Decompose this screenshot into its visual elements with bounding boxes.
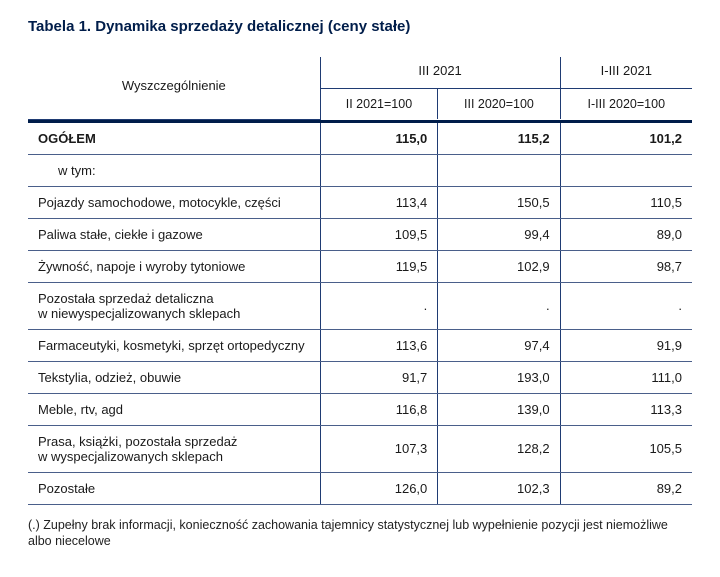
table-row: Pozostała sprzedaż detalicznaw niewyspec… xyxy=(28,282,692,329)
row-label: Farmaceutyki, kosmetyki, sprzęt ortopedy… xyxy=(28,329,320,361)
data-table: Wyszczególnienie III 2021 I-III 2021 II … xyxy=(28,57,692,505)
table-row: Tekstylia, odzież, obuwie91,7193,0111,0 xyxy=(28,361,692,393)
row-value: 107,3 xyxy=(320,425,438,472)
row-value: 119,5 xyxy=(320,250,438,282)
row-label: Meble, rtv, agd xyxy=(28,393,320,425)
row-label: Żywność, napoje i wyroby tytoniowe xyxy=(28,250,320,282)
row-value: . xyxy=(320,282,438,329)
row-value: 113,4 xyxy=(320,186,438,218)
row-value: 91,9 xyxy=(560,329,692,361)
row-label: Pozostałe xyxy=(28,472,320,504)
row-label: Tekstylia, odzież, obuwie xyxy=(28,361,320,393)
table-row: Pojazdy samochodowe, motocykle, części11… xyxy=(28,186,692,218)
row-value: 128,2 xyxy=(438,425,560,472)
row-label: w tym: xyxy=(28,154,320,186)
row-value: 139,0 xyxy=(438,393,560,425)
row-label: OGÓŁEM xyxy=(28,121,320,154)
table-row: w tym: xyxy=(28,154,692,186)
row-label: Paliwa stałe, ciekłe i gazowe xyxy=(28,218,320,250)
row-value: 110,5 xyxy=(560,186,692,218)
row-value: 101,2 xyxy=(560,121,692,154)
row-value: 150,5 xyxy=(438,186,560,218)
header-group-1: III 2021 xyxy=(320,57,560,89)
row-label: Pojazdy samochodowe, motocykle, części xyxy=(28,186,320,218)
row-value: 99,4 xyxy=(438,218,560,250)
row-value: . xyxy=(560,282,692,329)
table-row: Meble, rtv, agd116,8139,0113,3 xyxy=(28,393,692,425)
row-value: 97,4 xyxy=(438,329,560,361)
table-row: Prasa, książki, pozostała sprzedaż w wys… xyxy=(28,425,692,472)
row-value: 105,5 xyxy=(560,425,692,472)
row-value xyxy=(560,154,692,186)
table-row: Żywność, napoje i wyroby tytoniowe119,51… xyxy=(28,250,692,282)
row-value: 113,3 xyxy=(560,393,692,425)
row-value: 193,0 xyxy=(438,361,560,393)
row-value: 115,0 xyxy=(320,121,438,154)
header-group-2: I-III 2021 xyxy=(560,57,692,89)
row-value: 91,7 xyxy=(320,361,438,393)
header-label: Wyszczególnienie xyxy=(28,57,320,119)
row-value: 102,3 xyxy=(438,472,560,504)
header-sub-1: II 2021=100 xyxy=(320,89,438,120)
header-sub-3: I-III 2020=100 xyxy=(560,89,692,120)
row-value xyxy=(320,154,438,186)
row-value xyxy=(438,154,560,186)
row-label: Prasa, książki, pozostała sprzedaż w wys… xyxy=(28,425,320,472)
row-value: 115,2 xyxy=(438,121,560,154)
row-value: 98,7 xyxy=(560,250,692,282)
row-value: 116,8 xyxy=(320,393,438,425)
table-title: Tabela 1. Dynamika sprzedaży detalicznej… xyxy=(28,18,692,35)
row-label: Pozostała sprzedaż detalicznaw niewyspec… xyxy=(28,282,320,329)
row-value: 111,0 xyxy=(560,361,692,393)
row-value: 102,9 xyxy=(438,250,560,282)
row-value: 89,0 xyxy=(560,218,692,250)
table-row: Pozostałe126,0102,389,2 xyxy=(28,472,692,504)
row-value: 113,6 xyxy=(320,329,438,361)
footnote: (.) Zupełny brak informacji, konieczność… xyxy=(28,517,692,551)
table-row: Farmaceutyki, kosmetyki, sprzęt ortopedy… xyxy=(28,329,692,361)
row-value: 89,2 xyxy=(560,472,692,504)
row-value: 126,0 xyxy=(320,472,438,504)
row-value: . xyxy=(438,282,560,329)
header-sub-2: III 2020=100 xyxy=(438,89,560,120)
row-value: 109,5 xyxy=(320,218,438,250)
table-row: OGÓŁEM115,0115,2101,2 xyxy=(28,121,692,154)
table-row: Paliwa stałe, ciekłe i gazowe109,599,489… xyxy=(28,218,692,250)
